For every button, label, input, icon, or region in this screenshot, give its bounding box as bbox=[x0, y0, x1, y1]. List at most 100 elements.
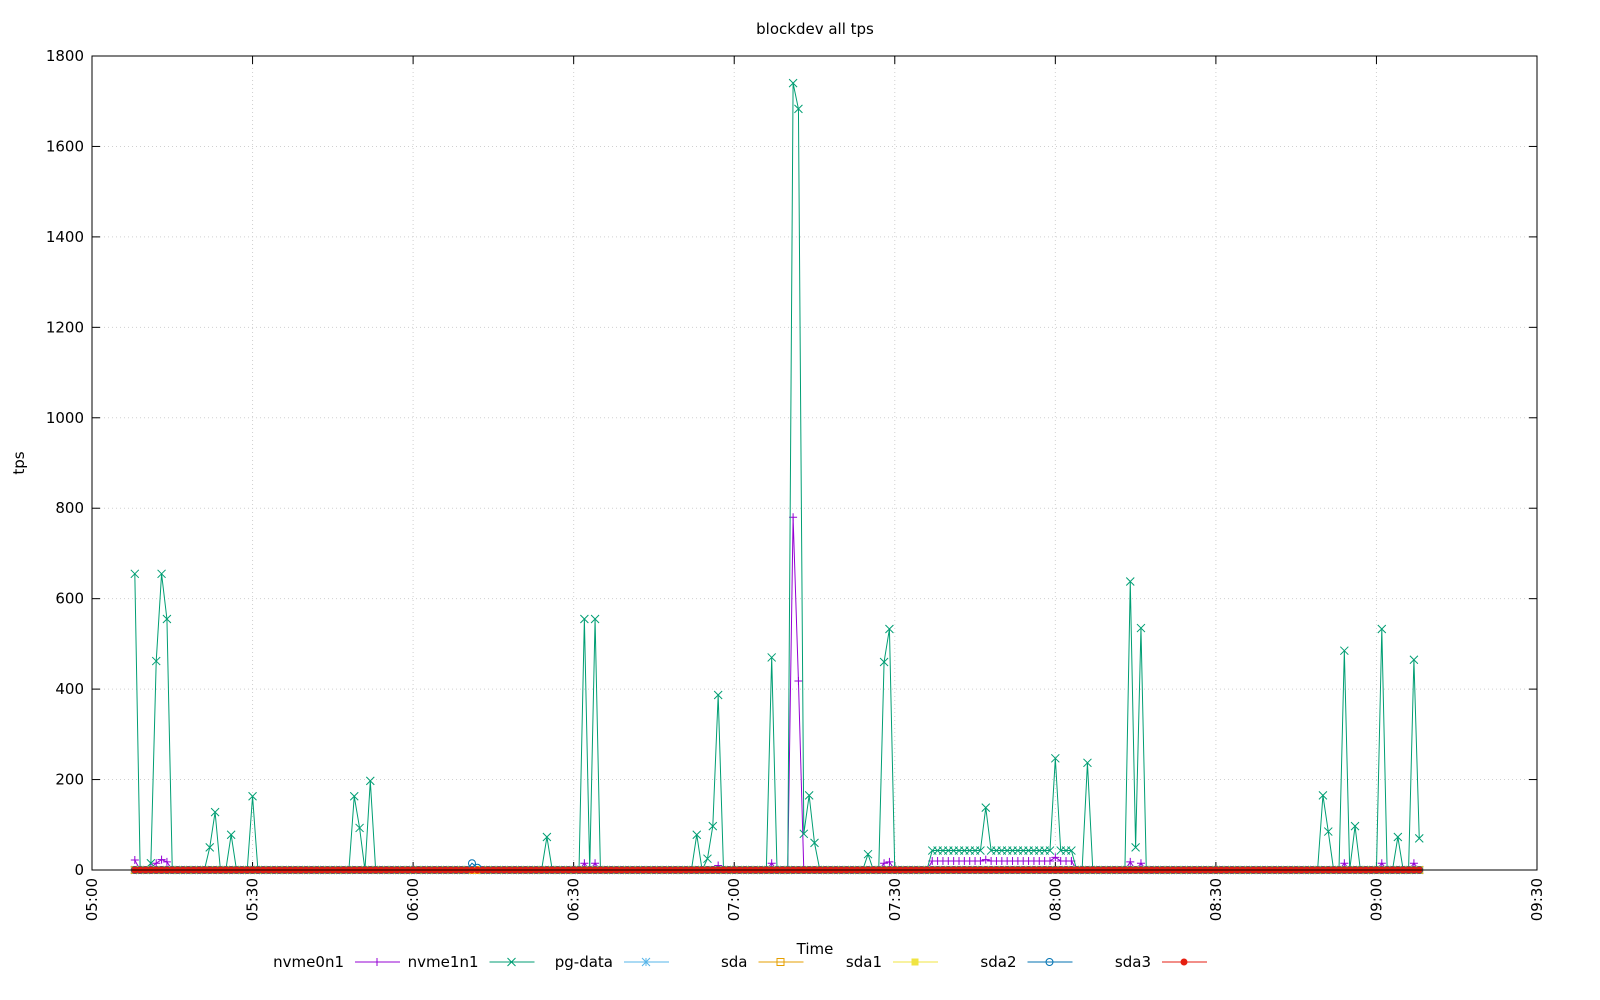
y-tick-label: 1000 bbox=[46, 409, 84, 427]
y-tick-label: 1600 bbox=[46, 137, 84, 155]
legend-marker bbox=[373, 958, 381, 966]
marker bbox=[794, 676, 803, 685]
marker bbox=[130, 856, 139, 865]
marker bbox=[151, 656, 161, 666]
marker bbox=[580, 859, 589, 868]
marker bbox=[1340, 859, 1349, 868]
y-tick-label: 0 bbox=[74, 861, 84, 879]
legend-label: nvme0n1 bbox=[273, 953, 344, 971]
x-axis-label: Time bbox=[796, 940, 834, 958]
x-tick-label: 07:00 bbox=[725, 878, 743, 921]
x-tick-label: 07:30 bbox=[886, 878, 904, 921]
marker bbox=[1318, 791, 1328, 800]
marker bbox=[885, 857, 894, 866]
marker bbox=[590, 614, 600, 624]
legend-label: sda3 bbox=[1115, 953, 1151, 971]
marker bbox=[708, 821, 718, 831]
marker bbox=[767, 859, 776, 868]
x-tick-label: 09:00 bbox=[1367, 878, 1385, 921]
legend-marker bbox=[1045, 958, 1054, 966]
marker bbox=[1136, 623, 1146, 633]
marker bbox=[1409, 859, 1418, 868]
x-tick-label: 05:00 bbox=[83, 878, 101, 921]
legend-marker bbox=[507, 957, 516, 967]
marker bbox=[879, 657, 889, 667]
legend-label: sda bbox=[721, 953, 748, 971]
legend-marker bbox=[641, 957, 651, 967]
marker bbox=[1045, 856, 1054, 865]
legend-label: sda1 bbox=[846, 953, 882, 971]
marker bbox=[162, 857, 171, 866]
marker bbox=[1350, 821, 1360, 831]
y-tick-label: 200 bbox=[55, 771, 84, 789]
marker bbox=[1377, 859, 1386, 868]
marker bbox=[205, 843, 215, 852]
marker bbox=[1377, 624, 1387, 634]
x-tick-label: 05:30 bbox=[244, 878, 262, 921]
x-tick-label: 08:30 bbox=[1207, 878, 1225, 921]
marker bbox=[210, 807, 220, 817]
marker bbox=[880, 859, 889, 868]
grid: 0 200 400 600 800 1000 1200 1400 1600 1800 05:00 05… bbox=[46, 47, 1546, 921]
marker bbox=[157, 855, 166, 864]
marker bbox=[1414, 833, 1424, 843]
marker bbox=[788, 78, 798, 88]
y-tick-label: 400 bbox=[55, 680, 84, 698]
legend-marker bbox=[911, 958, 919, 966]
legend-marker bbox=[1180, 958, 1188, 966]
marker bbox=[863, 849, 873, 859]
marker bbox=[355, 823, 364, 833]
x-tick-label: 06:30 bbox=[565, 878, 583, 921]
marker bbox=[767, 653, 777, 662]
marker bbox=[162, 614, 172, 624]
plot-frame bbox=[91, 55, 1538, 871]
marker bbox=[1409, 655, 1419, 665]
y-tick-label: 1800 bbox=[46, 47, 84, 65]
marker bbox=[703, 854, 712, 864]
marker bbox=[1323, 827, 1333, 836]
marker bbox=[248, 791, 257, 801]
marker bbox=[976, 856, 985, 865]
marker bbox=[804, 791, 814, 800]
x-tick-label: 08:00 bbox=[1046, 878, 1064, 921]
marker bbox=[152, 859, 161, 868]
marker bbox=[349, 791, 359, 801]
legend: nvme0n1 nvme1n1 pg-data sda sda1 sda2 sda3 bbox=[273, 953, 1207, 971]
legend-label: nvme1n1 bbox=[408, 953, 479, 971]
marker bbox=[591, 859, 600, 868]
marker bbox=[1083, 758, 1092, 768]
marker bbox=[976, 846, 985, 855]
marker bbox=[1126, 857, 1135, 866]
legend-label: sda2 bbox=[980, 953, 1016, 971]
marker bbox=[713, 690, 723, 700]
y-tick-label: 1200 bbox=[46, 318, 84, 336]
x-tick-label: 09:30 bbox=[1528, 878, 1546, 921]
marker bbox=[885, 624, 894, 634]
marker bbox=[157, 569, 166, 579]
y-tick-label: 800 bbox=[55, 499, 84, 517]
marker bbox=[981, 855, 990, 864]
marker bbox=[1393, 832, 1403, 842]
marker bbox=[981, 803, 991, 812]
marker bbox=[542, 832, 552, 842]
marker bbox=[1136, 859, 1145, 868]
marker bbox=[130, 569, 140, 579]
y-axis-label: tps bbox=[10, 451, 28, 474]
marker bbox=[692, 830, 702, 840]
marker bbox=[226, 830, 236, 840]
marker bbox=[1045, 846, 1055, 855]
marker bbox=[1050, 753, 1060, 763]
x-tick-label: 06:00 bbox=[404, 878, 422, 921]
marker bbox=[1051, 853, 1060, 862]
marker bbox=[1067, 846, 1076, 855]
marker bbox=[365, 776, 375, 786]
marker bbox=[1125, 577, 1135, 586]
legend-label: pg-data bbox=[555, 953, 613, 971]
marker bbox=[146, 858, 156, 868]
marker bbox=[1131, 843, 1140, 852]
chart-title: blockdev all tps bbox=[756, 20, 874, 38]
marker bbox=[799, 829, 809, 839]
marker bbox=[794, 104, 803, 114]
